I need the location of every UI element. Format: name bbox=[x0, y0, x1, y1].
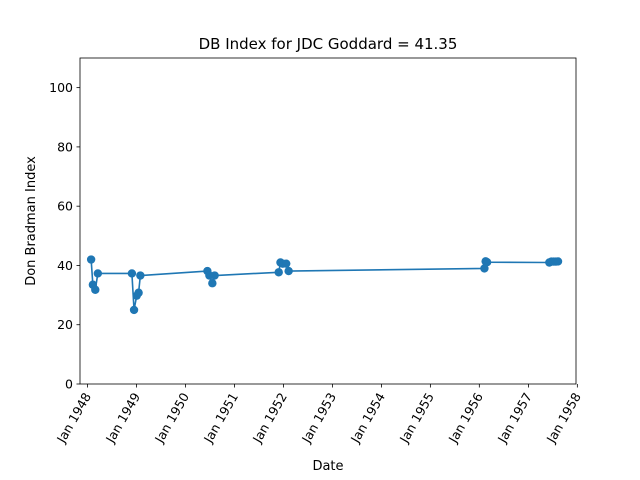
y-tick-label: 20 bbox=[57, 317, 73, 332]
data-point bbox=[86, 255, 96, 264]
data-point bbox=[134, 288, 143, 297]
data-point bbox=[91, 285, 100, 294]
y-tick-label: 100 bbox=[49, 80, 73, 95]
y-tick-label: 0 bbox=[65, 377, 73, 392]
data-point bbox=[282, 259, 291, 268]
chart-title: DB Index for JDC Goddard = 41.35 bbox=[199, 35, 458, 53]
data-point bbox=[208, 279, 217, 288]
y-tick-label: 60 bbox=[57, 199, 73, 214]
plot-frame bbox=[79, 57, 577, 385]
y-axis: 0 20 40 60 80 100 bbox=[49, 80, 80, 392]
data-point bbox=[210, 271, 219, 280]
plot-area bbox=[80, 58, 576, 384]
series-line bbox=[90, 259, 559, 311]
data-point bbox=[553, 257, 563, 266]
series-layer bbox=[86, 255, 563, 315]
x-axis-label: Date bbox=[312, 459, 343, 474]
data-point bbox=[127, 269, 137, 278]
data-point bbox=[93, 269, 103, 278]
y-axis-label: Don Bradman Index bbox=[24, 156, 39, 286]
y-tick-label: 80 bbox=[57, 139, 73, 154]
y-tick-label: 40 bbox=[57, 258, 73, 273]
data-point bbox=[136, 271, 145, 280]
data-point bbox=[482, 257, 492, 267]
data-point bbox=[129, 305, 139, 315]
data-point bbox=[274, 268, 283, 277]
data-point bbox=[284, 266, 293, 276]
